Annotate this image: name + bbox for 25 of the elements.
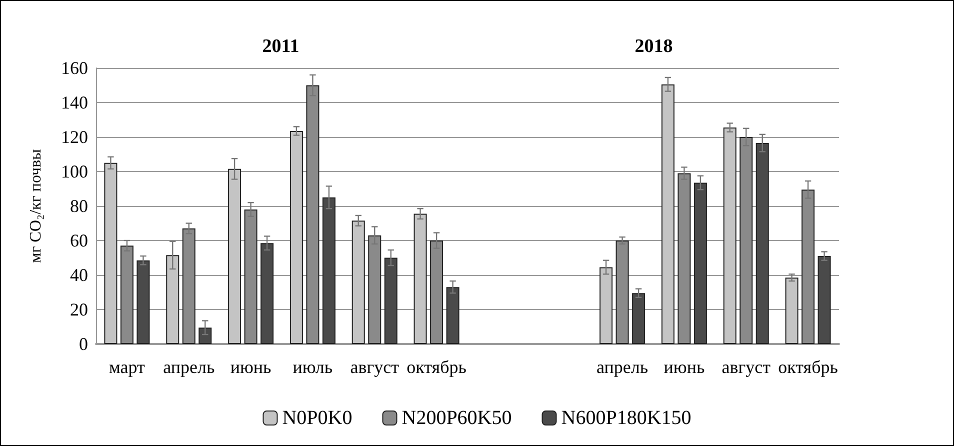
y-tick-label: 0 <box>79 334 88 354</box>
x-tick-label: июнь <box>230 357 272 377</box>
text: 2018 <box>634 36 673 57</box>
y-tick-label: 140 <box>61 92 88 112</box>
y-tick-label: 20 <box>70 300 88 320</box>
y-axis-title: мг CO₂/кг почвы <box>28 148 44 263</box>
x-tick-label: март <box>109 357 146 377</box>
y-tick-label: 100 <box>61 162 88 182</box>
x-tick-label: октябрь <box>778 357 838 377</box>
x-tick-label: октябрь <box>406 357 466 377</box>
y-tick-label: 120 <box>61 127 88 147</box>
x-tick-label: апрель <box>596 357 648 377</box>
x-tick-label: июнь <box>664 357 705 377</box>
x-tick-label: август <box>350 357 400 377</box>
legend-label: N600P180K150 <box>561 407 692 429</box>
y-tick-label: 60 <box>70 230 88 250</box>
y-tick-label: 40 <box>70 265 88 285</box>
x-tick-label: август <box>722 357 771 377</box>
text: 2011 <box>262 36 300 57</box>
x-tick-label: апрель <box>163 357 215 377</box>
y-tick-label: 160 <box>61 58 88 78</box>
legend-label: N200P60K50 <box>402 407 512 429</box>
x-tick-label: июль <box>292 357 333 377</box>
y-tick-label: 80 <box>70 196 88 216</box>
legend-label: N0P0K0 <box>282 407 352 429</box>
